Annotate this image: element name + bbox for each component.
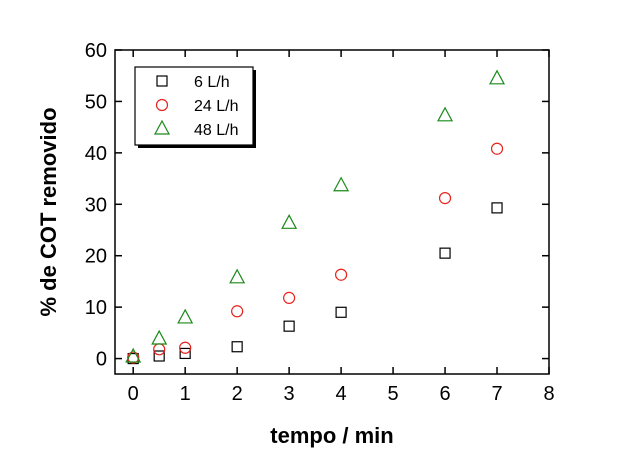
data-point-circle xyxy=(283,291,296,304)
legend-label: 48 L/h xyxy=(194,122,238,139)
data-point-square xyxy=(231,341,243,353)
x-tick-label: 1 xyxy=(180,383,191,405)
legend-box xyxy=(134,66,254,146)
data-point-square xyxy=(153,350,165,362)
y-tick-label: 10 xyxy=(85,297,107,319)
data-point-square xyxy=(335,306,347,318)
y-tick-label: 20 xyxy=(85,246,107,268)
y-tick-label: 60 xyxy=(85,40,107,62)
y-tick-label: 30 xyxy=(85,194,107,216)
x-tick-label: 0 xyxy=(128,383,139,405)
y-tick-label: 40 xyxy=(85,143,107,165)
legend-label: 6 L/h xyxy=(194,74,230,91)
y-tick-label: 0 xyxy=(96,349,107,371)
x-tick-label: 7 xyxy=(491,383,502,405)
data-point-square xyxy=(283,320,295,332)
y-tick-label: 50 xyxy=(85,91,107,113)
data-point-triangle xyxy=(177,308,194,324)
x-axis: 0 1 2 3 4 5 6 7 8 xyxy=(128,50,555,405)
data-point-circle xyxy=(231,305,244,318)
plot-frame xyxy=(114,49,550,375)
data-point-triangle xyxy=(125,347,142,363)
data-point-circle xyxy=(490,142,504,155)
y-axis-title: % de COT removido xyxy=(36,107,61,316)
data-point-triangle xyxy=(489,69,506,85)
data-point-triangle xyxy=(333,176,350,192)
legend-marker-square xyxy=(156,75,168,87)
data-point-square xyxy=(491,202,503,214)
data-point-triangle xyxy=(229,268,246,284)
x-tick-label: 6 xyxy=(439,383,450,405)
data-point-triangle xyxy=(437,106,454,122)
data-point-circle xyxy=(127,351,140,364)
data-point-square xyxy=(439,247,451,259)
x-axis-title: tempo / min xyxy=(270,423,393,448)
x-tick-label: 5 xyxy=(388,383,399,405)
legend-label: 24 L/h xyxy=(194,98,238,115)
x-tick-label: 8 xyxy=(543,383,554,405)
data-point-circle xyxy=(334,268,348,281)
legend: 6 L/h 24 L/h 48 L/h xyxy=(134,66,256,148)
data-points xyxy=(125,69,506,365)
x-tick-label: 3 xyxy=(284,383,295,405)
data-point-circle xyxy=(438,192,452,205)
data-point-triangle xyxy=(281,214,298,229)
data-point-circle xyxy=(153,343,166,356)
data-point-circle xyxy=(179,341,192,354)
x-tick-label: 2 xyxy=(232,383,243,405)
x-tick-label: 4 xyxy=(336,383,347,405)
data-point-triangle xyxy=(151,329,168,345)
legend-marker-circle xyxy=(155,98,169,112)
legend-marker-triangle xyxy=(153,119,171,135)
y-axis: 0 10 20 30 40 50 60 xyxy=(85,40,549,371)
data-point-square xyxy=(179,347,191,360)
